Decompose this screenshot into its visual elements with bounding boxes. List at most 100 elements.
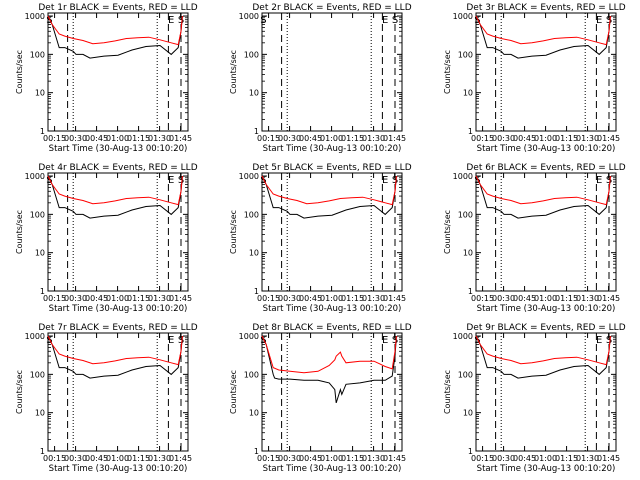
x-tick-label: 01:45 xyxy=(169,454,192,463)
y-tick-label: 10 xyxy=(249,89,259,98)
y-tick-label: 1 xyxy=(468,127,473,136)
marker-label: S xyxy=(606,15,612,26)
x-tick-label: 01:15 xyxy=(341,454,364,463)
x-tick-label: 01:00 xyxy=(320,134,343,143)
x-tick-label: 01:15 xyxy=(127,134,150,143)
y-tick-label: 1000 xyxy=(239,172,259,181)
plot-frame xyxy=(475,12,617,132)
y-axis-label: Counts/sec xyxy=(15,370,24,414)
y-tick-label: 1000 xyxy=(239,332,259,341)
x-tick-label: 00:30 xyxy=(64,134,87,143)
marker-label: S xyxy=(474,175,480,186)
y-tick-label: 1 xyxy=(254,127,259,136)
x-tick-label: 01:00 xyxy=(534,134,557,143)
x-axis-label: Start Time (30-Aug-13 00:10:20) xyxy=(263,464,402,474)
x-tick-label: 00:15 xyxy=(257,454,280,463)
y-tick-label: 100 xyxy=(244,370,259,379)
lld-series-line xyxy=(47,15,183,46)
x-tick-label: 01:30 xyxy=(362,294,385,303)
x-tick-label: 01:45 xyxy=(597,294,620,303)
x-tick-label: 00:30 xyxy=(64,294,87,303)
plot-frame xyxy=(475,332,617,452)
marker-label: S xyxy=(260,335,266,346)
panel-title: Det 9r BLACK = Events, RED = LLD xyxy=(466,323,625,333)
x-tick-label: 01:45 xyxy=(169,134,192,143)
plot-frame xyxy=(47,12,189,132)
x-tick-label: 01:00 xyxy=(106,134,129,143)
marker-label: E xyxy=(596,15,602,26)
y-tick-label: 10 xyxy=(35,249,45,258)
x-tick-label: 00:45 xyxy=(513,134,536,143)
marker-label: S xyxy=(392,15,398,26)
x-tick-label: 00:45 xyxy=(299,134,322,143)
lld-series-line xyxy=(475,175,611,206)
y-tick-label: 10 xyxy=(463,409,473,418)
detector-panel: Det 7r BLACK = Events, RED = LLD 1 10 100 10… xyxy=(15,323,198,474)
y-tick-label: 10 xyxy=(249,409,259,418)
marker-label: S xyxy=(46,15,52,26)
y-tick-label: 10 xyxy=(463,249,473,258)
x-tick-label: 00:30 xyxy=(278,454,301,463)
y-tick-label: 1 xyxy=(468,287,473,296)
detector-panel: Det 9r BLACK = Events, RED = LLD 1 10 100 10… xyxy=(443,323,626,474)
y-tick-label: 100 xyxy=(30,370,45,379)
events-series-line xyxy=(47,335,183,379)
x-tick-label: 00:45 xyxy=(513,454,536,463)
panel-title: Det 7r BLACK = Events, RED = LLD xyxy=(38,323,197,333)
x-tick-label: 01:00 xyxy=(534,294,557,303)
y-tick-label: 100 xyxy=(244,50,259,59)
x-tick-label: 01:15 xyxy=(341,134,364,143)
plot-frame xyxy=(261,172,403,292)
y-tick-label: 10 xyxy=(35,409,45,418)
x-tick-label: 01:45 xyxy=(169,294,192,303)
lld-series-line xyxy=(475,335,611,366)
x-tick-label: 01:45 xyxy=(383,134,406,143)
marker-label: S xyxy=(46,335,52,346)
marker-label: E xyxy=(168,15,174,26)
x-axis-label: Start Time (30-Aug-13 00:10:20) xyxy=(49,304,188,314)
x-tick-label: 01:15 xyxy=(555,134,578,143)
x-tick-label: 01:30 xyxy=(576,294,599,303)
detector-panel: Det 8r BLACK = Events, RED = LLD 1 10 100 10… xyxy=(229,323,412,474)
detector-panel: Det 5r BLACK = Events, RED = LLD 1 10 100 10… xyxy=(229,163,412,314)
panel-title: Det 2r BLACK = Events, RED = LLD xyxy=(252,3,411,13)
plot-frame xyxy=(47,172,189,292)
panel-title: Det 5r BLACK = Events, RED = LLD xyxy=(252,163,411,173)
x-axis-label: Start Time (30-Aug-13 00:10:20) xyxy=(477,144,616,154)
x-tick-label: 01:30 xyxy=(576,134,599,143)
y-axis-label: Counts/sec xyxy=(443,210,452,254)
x-tick-label: 01:15 xyxy=(127,294,150,303)
detector-panel: Det 1r BLACK = Events, RED = LLD 1 10 100 10… xyxy=(15,3,198,154)
x-tick-label: 01:45 xyxy=(383,454,406,463)
events-series-line xyxy=(261,335,397,404)
y-tick-label: 1 xyxy=(40,127,45,136)
plot-frame xyxy=(261,332,403,452)
detector-panel: Det 4r BLACK = Events, RED = LLD 1 10 100 10… xyxy=(15,163,198,314)
detector-panel: Det 3r BLACK = Events, RED = LLD 1 10 100 10… xyxy=(443,3,626,154)
marker-label: E xyxy=(168,175,174,186)
x-tick-label: 01:45 xyxy=(597,454,620,463)
x-axis-label: Start Time (30-Aug-13 00:10:20) xyxy=(49,464,188,474)
y-tick-label: 1000 xyxy=(25,12,45,21)
x-tick-label: 01:30 xyxy=(576,454,599,463)
x-tick-label: 00:45 xyxy=(299,294,322,303)
y-tick-label: 1000 xyxy=(453,332,473,341)
x-tick-label: 01:30 xyxy=(148,134,171,143)
marker-label: S xyxy=(474,335,480,346)
marker-label: S xyxy=(46,175,52,186)
lld-series-line xyxy=(47,335,183,366)
x-tick-label: 00:15 xyxy=(471,134,494,143)
x-tick-label: 01:00 xyxy=(106,294,129,303)
marker-label: S xyxy=(260,15,266,26)
y-tick-label: 1000 xyxy=(453,172,473,181)
marker-label: E xyxy=(596,175,602,186)
marker-label: S xyxy=(178,15,184,26)
detector-panel: Det 6r BLACK = Events, RED = LLD 1 10 100 10… xyxy=(443,163,626,314)
events-series-line xyxy=(47,15,183,59)
marker-label: E xyxy=(382,15,388,26)
x-tick-label: 00:15 xyxy=(43,454,66,463)
y-axis-label: Counts/sec xyxy=(229,370,238,414)
x-axis-label: Start Time (30-Aug-13 00:10:20) xyxy=(263,144,402,154)
y-tick-label: 100 xyxy=(30,50,45,59)
events-series-line xyxy=(475,175,611,219)
